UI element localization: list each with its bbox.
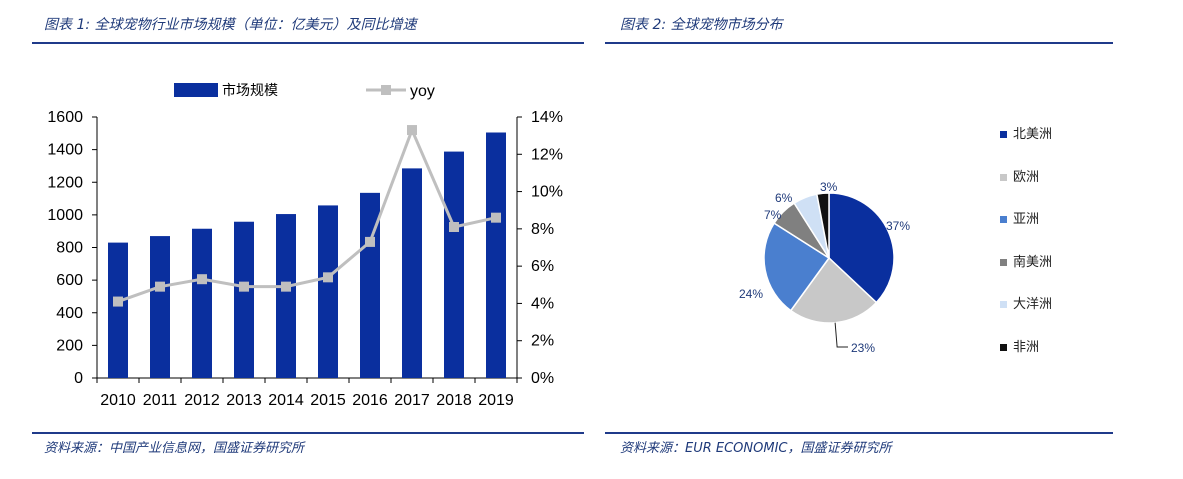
left-y-tick-label: 1600 xyxy=(47,109,83,126)
bar-2014 xyxy=(276,214,296,378)
bar-2011 xyxy=(150,236,170,378)
x-tick-label: 2016 xyxy=(352,392,388,409)
pie-data-label: 24% xyxy=(739,287,763,301)
left-y-tick-label: 200 xyxy=(56,337,83,354)
legend-swatch xyxy=(1000,258,1007,266)
pie-data-label: 37% xyxy=(886,219,910,233)
x-tick-label: 2019 xyxy=(478,392,514,409)
left-y-tick-label: 600 xyxy=(56,272,83,289)
legend-label: 非洲 xyxy=(1013,339,1040,355)
x-tick-label: 2015 xyxy=(310,392,346,409)
pie-legend-item: 大洋洲 xyxy=(1000,293,1052,312)
yoy-line xyxy=(117,126,497,303)
pie-legend-item: 亚洲 xyxy=(1000,208,1039,227)
right-y-tick-label: 4% xyxy=(531,295,554,312)
bar-2013 xyxy=(234,221,254,378)
right-y-tick-label: 8% xyxy=(531,221,554,238)
left-title-rule xyxy=(32,42,584,44)
right-y-tick-label: 2% xyxy=(531,333,554,350)
bar-2019 xyxy=(486,132,506,378)
yoy-point-2011 xyxy=(155,281,165,292)
legend-swatch xyxy=(1000,131,1007,138)
right-y-tick-label: 10% xyxy=(531,184,563,201)
x-tick-label: 2011 xyxy=(143,392,178,409)
left-y-tick-label: 800 xyxy=(56,240,83,257)
legend-swatch xyxy=(1000,216,1007,223)
yoy-point-2010 xyxy=(113,296,123,307)
pie-data-label: 6% xyxy=(775,191,793,205)
x-tick-label: 2012 xyxy=(184,392,220,409)
bar-2015 xyxy=(318,205,338,378)
yoy-point-2017 xyxy=(407,125,417,136)
legend-swatch xyxy=(1000,301,1007,308)
yoy-point-2013 xyxy=(239,281,249,292)
bar-2018 xyxy=(444,151,464,378)
pie-leader-line xyxy=(834,322,848,348)
left-chart-title: 图表 1: 全球宠物行业市场规模（单位：亿美元）及同比增速 xyxy=(44,17,417,33)
left-y-tick-label: 1200 xyxy=(47,174,83,191)
left-source-rule xyxy=(32,432,584,434)
bar-line-chart: 0 200 400 600 800 1000 1200 1400 1600 0% 2% 4% 6% 8% 1… xyxy=(47,82,563,409)
bar-2017 xyxy=(402,168,422,378)
pie-slice-亚洲 xyxy=(763,222,831,312)
x-tick-label: 2013 xyxy=(226,392,262,409)
right-title-rule xyxy=(605,42,1113,44)
right-source-note: 资料来源：EUR ECONOMIC，国盛证券研究所 xyxy=(620,441,892,456)
right-y-tick-label: 6% xyxy=(531,258,554,275)
pie-data-label: 3% xyxy=(820,180,838,194)
left-y-tick-label: 1400 xyxy=(47,142,83,159)
pie-data-label: 7% xyxy=(764,208,782,222)
right-y-tick-label: 12% xyxy=(531,146,563,163)
legend-bar-label: 市场规模 xyxy=(222,82,278,98)
legend-label: 大洋洲 xyxy=(1013,297,1053,312)
right-chart-title: 图表 2: 全球宠物市场分布 xyxy=(620,17,783,33)
legend-swatch xyxy=(1000,343,1007,351)
x-tick-label: 2010 xyxy=(100,392,136,409)
yoy-point-2019 xyxy=(491,212,501,223)
left-source-note: 资料来源：中国产业信息网，国盛证券研究所 xyxy=(44,441,305,456)
yoy-point-2014 xyxy=(281,281,291,292)
legend-label: 南美洲 xyxy=(1013,254,1053,270)
left-y-tick-label: 0 xyxy=(74,370,83,387)
yoy-point-2018 xyxy=(449,221,459,232)
pie-slice-北美洲 xyxy=(828,192,895,304)
pie-legend-item: 非洲 xyxy=(1000,336,1039,355)
legend-swatch xyxy=(1000,173,1007,181)
right-source-rule xyxy=(605,432,1113,434)
x-tick-label: 2018 xyxy=(436,392,472,409)
yoy-point-2015 xyxy=(323,272,333,283)
left-y-tick-label: 1000 xyxy=(47,207,83,224)
pie-legend-item: 南美洲 xyxy=(1000,251,1052,270)
x-tick-label: 2017 xyxy=(394,392,430,409)
right-y-tick-label: 14% xyxy=(531,109,563,126)
x-tick-label: 2014 xyxy=(268,392,304,409)
pie-slice-非洲 xyxy=(815,192,830,259)
pie-chart: 37% 23% 24% 7% 6% 3% xyxy=(739,180,910,355)
yoy-point-2012 xyxy=(197,274,207,285)
legend-bar-swatch xyxy=(174,83,218,97)
legend-label: 北美洲 xyxy=(1013,127,1053,142)
right-y-tick-label: 0% xyxy=(531,370,554,387)
bar-2010 xyxy=(108,242,128,378)
pie-legend-item: 欧洲 xyxy=(1000,166,1039,185)
legend-line-label: yoy xyxy=(410,83,435,100)
bar-2012 xyxy=(192,228,212,378)
left-y-tick-label: 400 xyxy=(56,305,83,322)
pie-legend-item: 北美洲 xyxy=(1000,123,1052,142)
yoy-point-2016 xyxy=(365,236,375,247)
pie-data-label: 23% xyxy=(851,341,875,355)
legend-label: 欧洲 xyxy=(1013,169,1040,185)
legend-label: 亚洲 xyxy=(1013,212,1040,227)
legend-line-marker xyxy=(381,85,391,95)
